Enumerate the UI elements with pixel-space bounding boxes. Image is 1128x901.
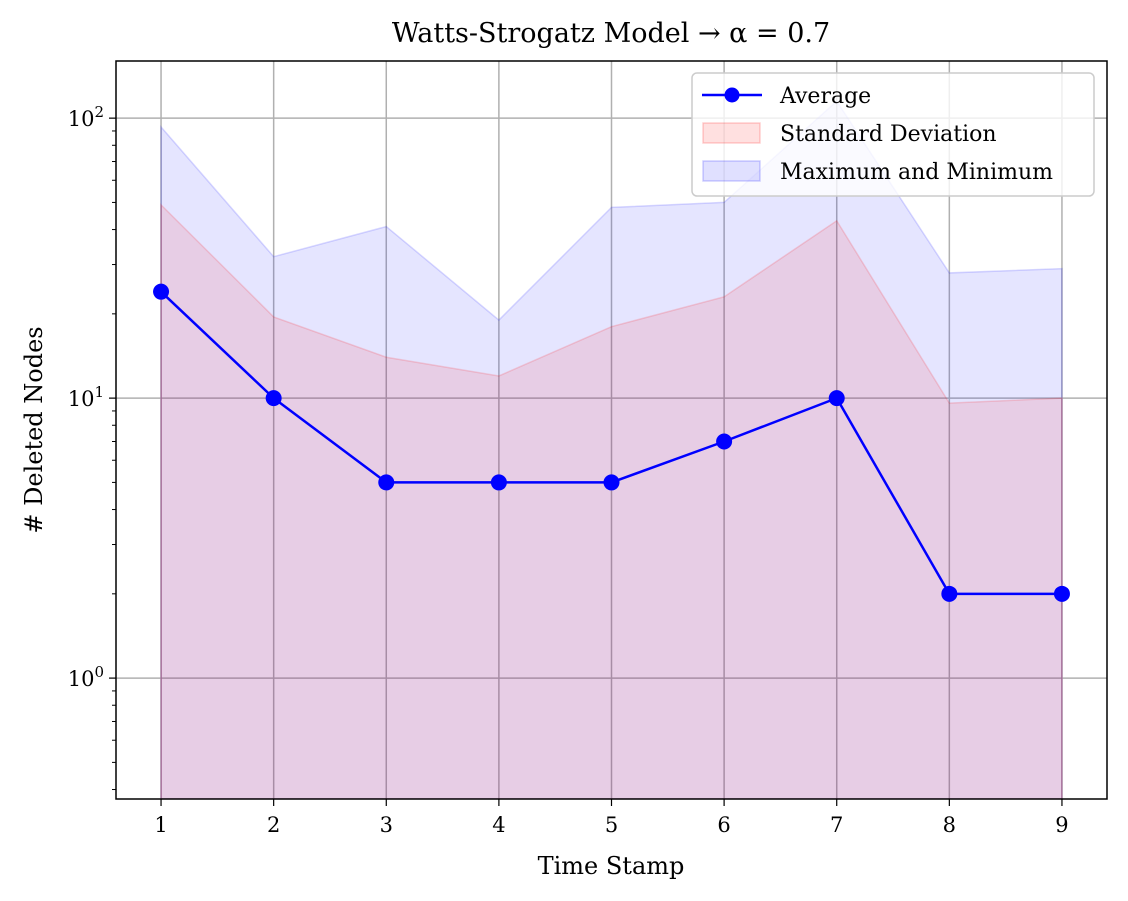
y-tick-label: 102 bbox=[68, 103, 104, 131]
x-tick-label: 2 bbox=[267, 813, 280, 837]
minmax-band bbox=[160, 100, 1063, 799]
bands bbox=[160, 100, 1063, 799]
y-tick-label: 100 bbox=[68, 663, 104, 691]
x-tick-label: 9 bbox=[1055, 813, 1068, 837]
x-tick-label: 8 bbox=[943, 813, 956, 837]
average-point bbox=[265, 390, 282, 407]
y-tick-label: 101 bbox=[68, 383, 104, 411]
average-point bbox=[828, 390, 845, 407]
legend-minmax-swatch bbox=[702, 160, 761, 182]
average-point bbox=[1053, 585, 1070, 602]
legend-minmax-label: Maximum and Minimum bbox=[780, 160, 1053, 185]
y-axis-label: # Deleted Nodes bbox=[20, 326, 48, 533]
average-point bbox=[941, 585, 958, 602]
x-tick-label: 4 bbox=[492, 813, 505, 837]
legend-average-label: Average bbox=[779, 84, 871, 109]
x-tick-label: 1 bbox=[154, 813, 167, 837]
average-point bbox=[603, 474, 620, 491]
x-axis-label: Time Stamp bbox=[538, 852, 685, 880]
average-point bbox=[490, 474, 507, 491]
chart-title: Watts-Strogatz Model → α = 0.7 bbox=[392, 18, 830, 49]
average-point bbox=[378, 474, 395, 491]
legend-average-swatch-marker bbox=[724, 87, 740, 103]
x-tick-label: 3 bbox=[380, 813, 393, 837]
x-tick-label: 6 bbox=[717, 813, 730, 837]
x-tick-label: 5 bbox=[605, 813, 618, 837]
axis-ticks: 1 2 3 4 5 6 7 8 9 100 101 102 bbox=[68, 103, 1069, 837]
average-series bbox=[153, 283, 1070, 602]
legend: Average Standard Deviation Maximum and M… bbox=[691, 72, 1095, 197]
std-band bbox=[160, 203, 1063, 799]
average-point bbox=[153, 283, 170, 300]
legend-box bbox=[691, 72, 1095, 197]
legend-std-label: Standard Deviation bbox=[780, 122, 997, 147]
average-point bbox=[716, 433, 733, 450]
legend-std-swatch bbox=[702, 122, 761, 144]
x-tick-label: 7 bbox=[830, 813, 843, 837]
